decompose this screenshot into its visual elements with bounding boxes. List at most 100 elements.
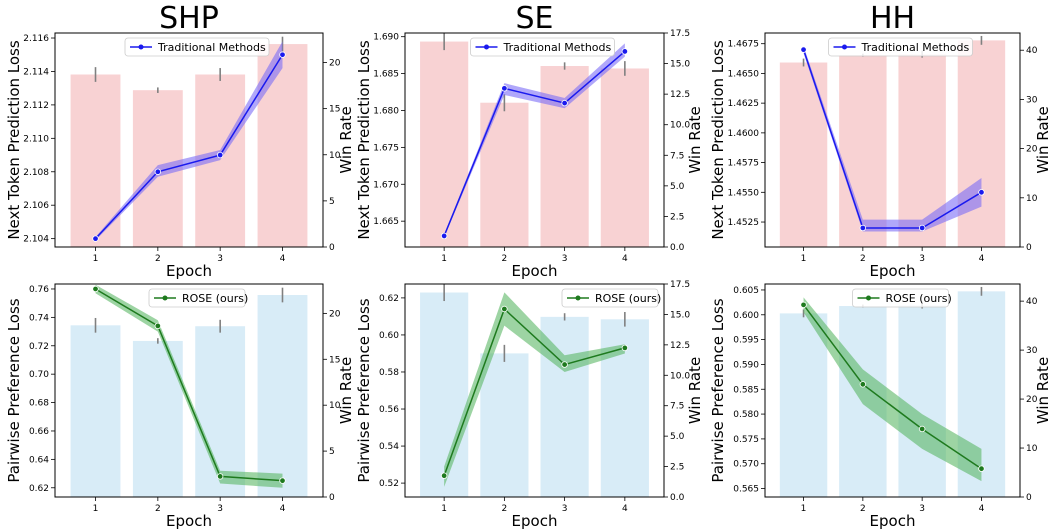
panel-hh-bottom: 0.565 0.570 0.575 0.580 0.585 0.590 0.595 0.600… (709, 283, 1052, 529)
data-point (800, 46, 807, 53)
y-tick-label: 1.690 (373, 33, 399, 43)
legend-box (561, 288, 659, 308)
panel-se-bottom: 0.52 0.54 0.56 0.58 0.60 0.62 0.0 2.5 5.0 7.5 10.0… (355, 280, 704, 529)
data-point (621, 344, 629, 352)
y2-axis-label: Win Rate (686, 357, 704, 424)
y2-axis-label: Win Rate (337, 357, 355, 424)
confidence-band (95, 284, 283, 488)
series-line (94, 54, 284, 240)
y2-tick-label: 7.5 (670, 402, 684, 412)
series-line (802, 49, 982, 229)
data-point (918, 224, 926, 232)
win-rate-bar (480, 353, 529, 497)
legend-box (828, 37, 973, 57)
series-line (95, 288, 283, 482)
y-tick-label: 0.580 (733, 410, 759, 420)
y-tick-label: 0.72 (29, 342, 49, 352)
y-tick-label: 0.52 (379, 479, 399, 489)
y-tick-label: 2.112 (23, 101, 49, 111)
y2-tick-label: 15.0 (670, 60, 690, 70)
y-tick-label: 1.4625 (728, 99, 760, 109)
y-tick-label: 2.110 (23, 134, 49, 144)
y-tick-label: 2.104 (23, 235, 49, 245)
y-tick-label: 0.56 (379, 405, 399, 415)
y-tick-label: 2.108 (23, 168, 49, 178)
y2-tick-label: 12.5 (670, 90, 690, 100)
data-point (978, 189, 985, 196)
y-tick-label: 0.70 (29, 370, 49, 380)
legend-label: ROSE (ours) (595, 292, 661, 305)
y2-tick-label: 15 (329, 355, 340, 365)
legend-label: ROSE (ours) (886, 292, 952, 305)
win-rate-bar (600, 68, 649, 247)
y2-tick-label: 2.5 (670, 212, 684, 222)
x-tick-label: 4 (622, 254, 628, 264)
y2-tick-label: 10.0 (670, 371, 690, 381)
legend-swatch-marker (162, 295, 168, 301)
data-point (216, 473, 224, 480)
confidence-band (803, 297, 982, 482)
data-point (561, 99, 568, 107)
win-rate-bar (420, 292, 469, 497)
plot-frame (54, 32, 324, 248)
win-rate-bar (257, 295, 308, 497)
win-rate-bar (779, 62, 828, 247)
y2-tick-label: 0 (329, 243, 335, 253)
y2-tick-label: 12.5 (670, 341, 690, 351)
x-tick-label: 4 (280, 504, 286, 514)
series-line (443, 307, 626, 476)
legend-box (852, 288, 949, 308)
y-axis-label: Next Token Prediction Loss (355, 40, 373, 240)
data-point (440, 472, 448, 479)
legend-box (148, 288, 246, 308)
x-axis-label: Epoch (870, 262, 916, 280)
x-tick-label: 2 (155, 254, 161, 264)
y-tick-label: 0.62 (379, 294, 399, 304)
x-tick-label: 2 (860, 254, 866, 264)
plot-frame (404, 32, 665, 248)
y-tick-label: 0.64 (29, 455, 49, 465)
y-tick-label: 1.4675 (728, 40, 760, 50)
y2-tick-label: 40 (1026, 297, 1038, 307)
y-tick-label: 2.114 (23, 67, 49, 77)
y2-tick-label: 17.5 (670, 29, 690, 39)
y-tick-label: 0.600 (733, 311, 759, 321)
y2-tick-label: 30 (1026, 346, 1038, 356)
y2-tick-label: 5 (329, 197, 335, 207)
win-rate-bar (195, 326, 246, 497)
win-rate-bar (480, 102, 529, 248)
y-axis-label: Pairwise Preference Loss (5, 298, 23, 482)
y-tick-label: 1.680 (373, 106, 399, 116)
win-rate-bar (420, 41, 469, 248)
plot-frame (764, 32, 1021, 248)
y-tick-label: 0.76 (29, 285, 49, 295)
legend-swatch-marker (484, 44, 489, 50)
y-axis-label: Next Token Prediction Loss (5, 40, 23, 240)
data-point (216, 151, 224, 159)
data-point (154, 168, 162, 175)
y2-tick-label: 17.5 (670, 280, 690, 290)
y-tick-label: 0.565 (733, 485, 759, 495)
y2-tick-label: 0 (1026, 243, 1032, 253)
y2-tick-label: 5 (329, 447, 335, 457)
data-point (279, 51, 286, 58)
x-tick-label: 3 (217, 504, 223, 514)
y-tick-label: 0.590 (733, 360, 759, 370)
legend-label: Traditional Methods (157, 41, 266, 54)
data-point (978, 465, 985, 472)
x-tick-label: 2 (860, 504, 866, 514)
column-title: HH (870, 1, 915, 36)
x-tick-label: 3 (562, 254, 568, 264)
panel-shp-top: 2.104 2.106 2.108 2.110 2.112 2.114 2.116 0 5 10 1… (5, 1, 355, 280)
x-tick-label: 4 (622, 504, 628, 514)
x-axis-label: Epoch (870, 512, 916, 529)
y2-tick-label: 15 (329, 105, 340, 115)
y2-axis-label: Win Rate (686, 106, 704, 173)
x-tick-label: 1 (93, 254, 99, 264)
y2-axis-label: Win Rate (337, 106, 355, 173)
y2-axis-label: Win Rate (1034, 357, 1052, 424)
y2-tick-label: 5.0 (670, 432, 685, 442)
win-rate-bar (779, 313, 828, 497)
y2-tick-label: 15.0 (670, 310, 690, 320)
